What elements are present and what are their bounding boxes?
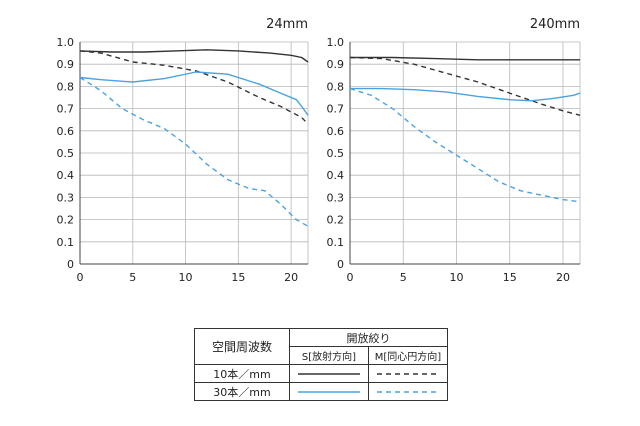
legend-row-30lp: 30本／mm <box>194 382 290 401</box>
240mm-y-tick-label: 0 <box>337 258 344 271</box>
24mm-y-tick-label: 0.8 <box>57 80 75 93</box>
chart-240mm: 0 0.1 0.2 0.3 0.4 0.5 0.6 0.7 0.8 0.9 1.0 0 5 10 15 20 2… <box>327 17 581 284</box>
24mm-y-tick-label: 0.9 <box>57 58 75 71</box>
legend-swatch-s30 <box>289 382 369 401</box>
24mm-x-tick-label: 0 <box>77 271 84 284</box>
240mm-y-tick-label: 0.3 <box>327 191 345 204</box>
240mm-x-tick-label: 10 <box>449 271 463 284</box>
legend-line-s30 <box>298 390 360 393</box>
24mm-y-tick-label: 0.3 <box>57 191 75 204</box>
chart-24mm: 0 0.1 0.2 0.3 0.4 0.5 0.6 0.7 0.8 0.9 1.0 0 5 10 15 20 2… <box>57 17 309 284</box>
240mm-series-m10 <box>349 56 581 116</box>
240mm-series-s10 <box>350 56 580 61</box>
240mm-x-tick-label: 5 <box>400 271 407 284</box>
legend-line-s10 <box>298 372 360 375</box>
240mm-x-tick-label: 0 <box>347 271 354 284</box>
legend-header-aperture: 開放絞り <box>289 328 448 347</box>
legend-swatch-m30 <box>368 382 448 401</box>
240mm-x-tick-label: 20 <box>556 271 570 284</box>
24mm-x-tick-label: 15 <box>231 271 245 284</box>
24mm-y-tick-label: 0.5 <box>57 147 75 160</box>
legend-header-frequency: 空間周波数 <box>194 328 290 365</box>
240mm-y-tick-label: 0.2 <box>327 214 345 227</box>
240mm-y-tick-label: 0.6 <box>327 125 345 138</box>
legend-row-10lp: 10本／mm <box>194 364 290 383</box>
24mm-y-tick-label: 0.1 <box>57 236 75 249</box>
legend-line-m30 <box>377 390 439 393</box>
24mm-series-s10 <box>79 49 309 63</box>
24mm-y-tick-label: 1.0 <box>57 36 75 49</box>
24mm-series-m10 <box>79 50 309 125</box>
240mm-title: 240mm <box>530 17 580 32</box>
legend-swatch-m10 <box>368 364 448 383</box>
240mm-y-tick-label: 0.5 <box>327 147 345 160</box>
240mm-y-tick-label: 0.8 <box>327 80 345 93</box>
24mm-title: 24mm <box>266 17 308 32</box>
240mm-series-m30 <box>349 87 581 203</box>
240mm-y-tick-label: 0.1 <box>327 236 345 249</box>
24mm-y-tick-label: 0.6 <box>57 125 75 138</box>
24mm-y-tick-label: 0.4 <box>57 169 75 182</box>
legend-line-m10 <box>377 372 439 375</box>
legend-swatch-s10 <box>289 364 369 383</box>
24mm-y-tick-label: 0.7 <box>57 103 75 116</box>
240mm-series-s30 <box>350 87 581 102</box>
24mm-series-s30 <box>79 71 309 116</box>
240mm-y-tick-label: 0.4 <box>327 169 345 182</box>
240mm-y-tick-label: 0.7 <box>327 103 345 116</box>
24mm-x-tick-label: 10 <box>179 271 193 284</box>
24mm-x-tick-label: 5 <box>129 271 136 284</box>
legend-col-meridional: M[同心円方向] <box>368 346 448 365</box>
24mm-y-tick-label: 0 <box>67 258 74 271</box>
24mm-y-tick-label: 0.2 <box>57 214 75 227</box>
legend-col-sagittal: S[放射方向] <box>289 346 369 365</box>
24mm-x-tick-label: 20 <box>284 271 298 284</box>
24mm-series-m30 <box>79 76 309 227</box>
240mm-y-tick-label: 1.0 <box>327 36 345 49</box>
mtf-charts: 0 0.1 0.2 0.3 0.4 0.5 0.6 0.7 0.8 0.9 1.0 0 5 10 15 20 2… <box>57 17 581 284</box>
240mm-y-tick-label: 0.9 <box>327 58 345 71</box>
legend-table: 空間周波数 開放絞り S[放射方向] M[同心円方向] 10本／mm 30本／m… <box>194 328 448 401</box>
240mm-x-tick-label: 15 <box>503 271 517 284</box>
